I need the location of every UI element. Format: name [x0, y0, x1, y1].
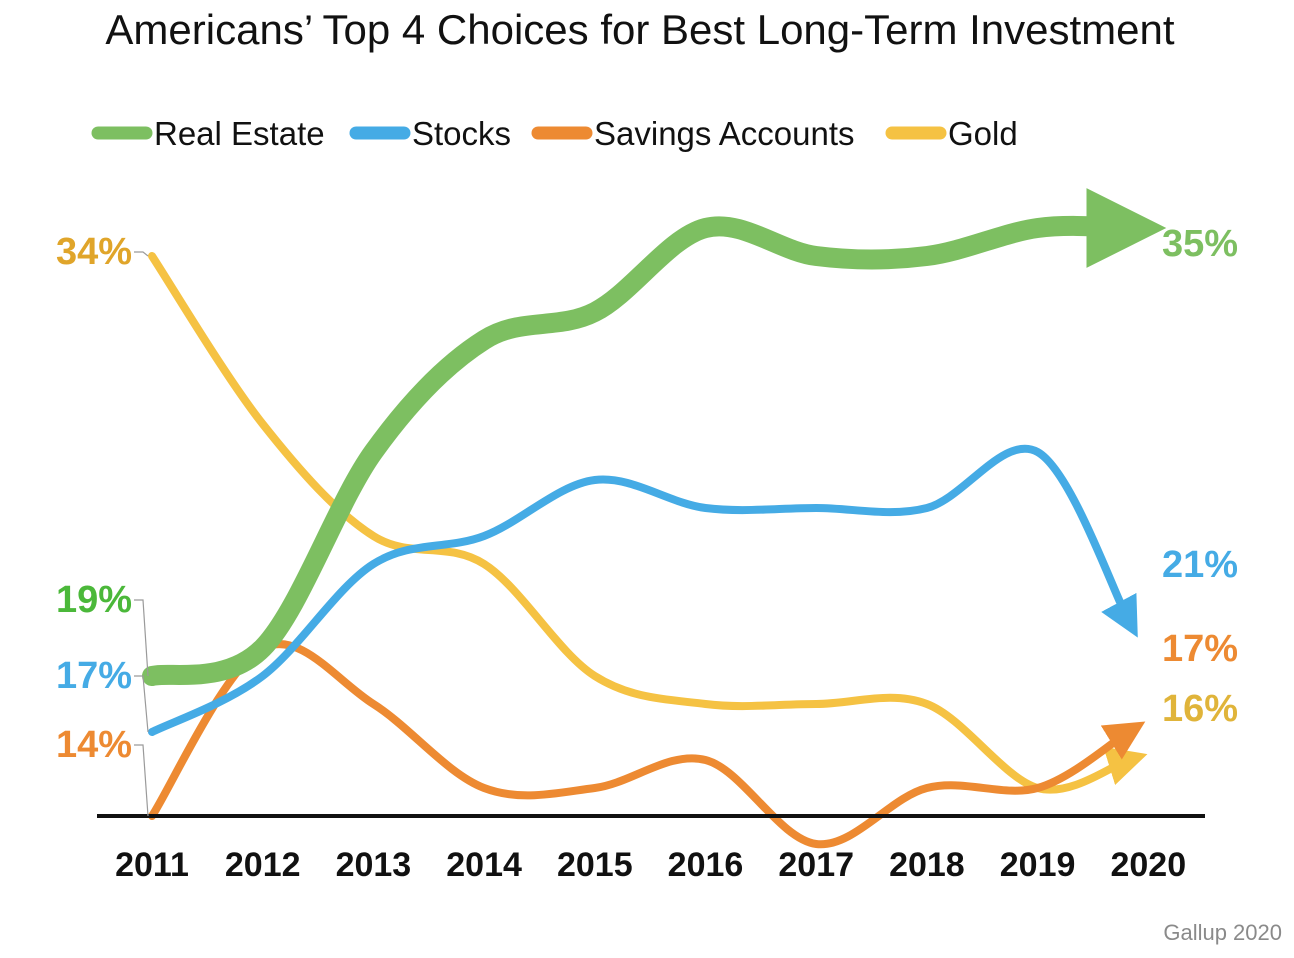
- legend-label: Savings Accounts: [594, 115, 855, 152]
- start-value-label: 34%: [56, 231, 132, 273]
- x-tick-label: 2018: [889, 846, 965, 884]
- legend-label: Real Estate: [154, 115, 325, 152]
- x-tick-label: 2016: [668, 846, 744, 884]
- start-label-leader: [134, 675, 149, 733]
- legend-label: Gold: [948, 115, 1018, 152]
- x-tick-label: 2015: [557, 846, 633, 884]
- x-tick-label: 2020: [1110, 846, 1186, 884]
- end-value-label: 21%: [1162, 544, 1238, 586]
- end-value-label: 35%: [1162, 223, 1238, 265]
- end-value-label: 16%: [1162, 688, 1238, 730]
- data-labels: 19% 17% 14% 34% 35% 21% 17% 16%: [56, 223, 1238, 817]
- start-label-leader: [134, 744, 149, 817]
- x-axis-ticks: 2011 2012 2013 2014 2015 2016 2017 2018 2019 2020: [115, 846, 1186, 884]
- start-label-leader: [134, 599, 149, 677]
- series-line-real-estate: [142, 187, 1167, 686]
- start-value-label: 17%: [56, 655, 132, 697]
- x-tick-label: 2013: [336, 846, 412, 884]
- chart-title: Americans’ Top 4 Choices for Best Long-T…: [105, 6, 1174, 53]
- source-note: Gallup 2020: [1163, 920, 1282, 945]
- x-tick-label: 2017: [778, 846, 854, 884]
- x-tick-label: 2011: [115, 846, 189, 884]
- x-tick-label: 2014: [446, 846, 522, 884]
- series-line-stocks: [148, 444, 1138, 736]
- x-tick-label: 2019: [1000, 846, 1076, 884]
- legend-label: Stocks: [412, 115, 511, 152]
- series-line-gold: [148, 252, 1148, 794]
- x-tick-label: 2012: [225, 846, 301, 884]
- start-label-leader: [134, 251, 149, 257]
- start-value-label: 14%: [56, 724, 132, 766]
- chart-legend: Real Estate Stocks Savings Accounts Gold: [91, 115, 1018, 152]
- end-value-label: 17%: [1162, 628, 1238, 670]
- series-layer: [142, 187, 1167, 849]
- start-value-label: 19%: [56, 579, 132, 621]
